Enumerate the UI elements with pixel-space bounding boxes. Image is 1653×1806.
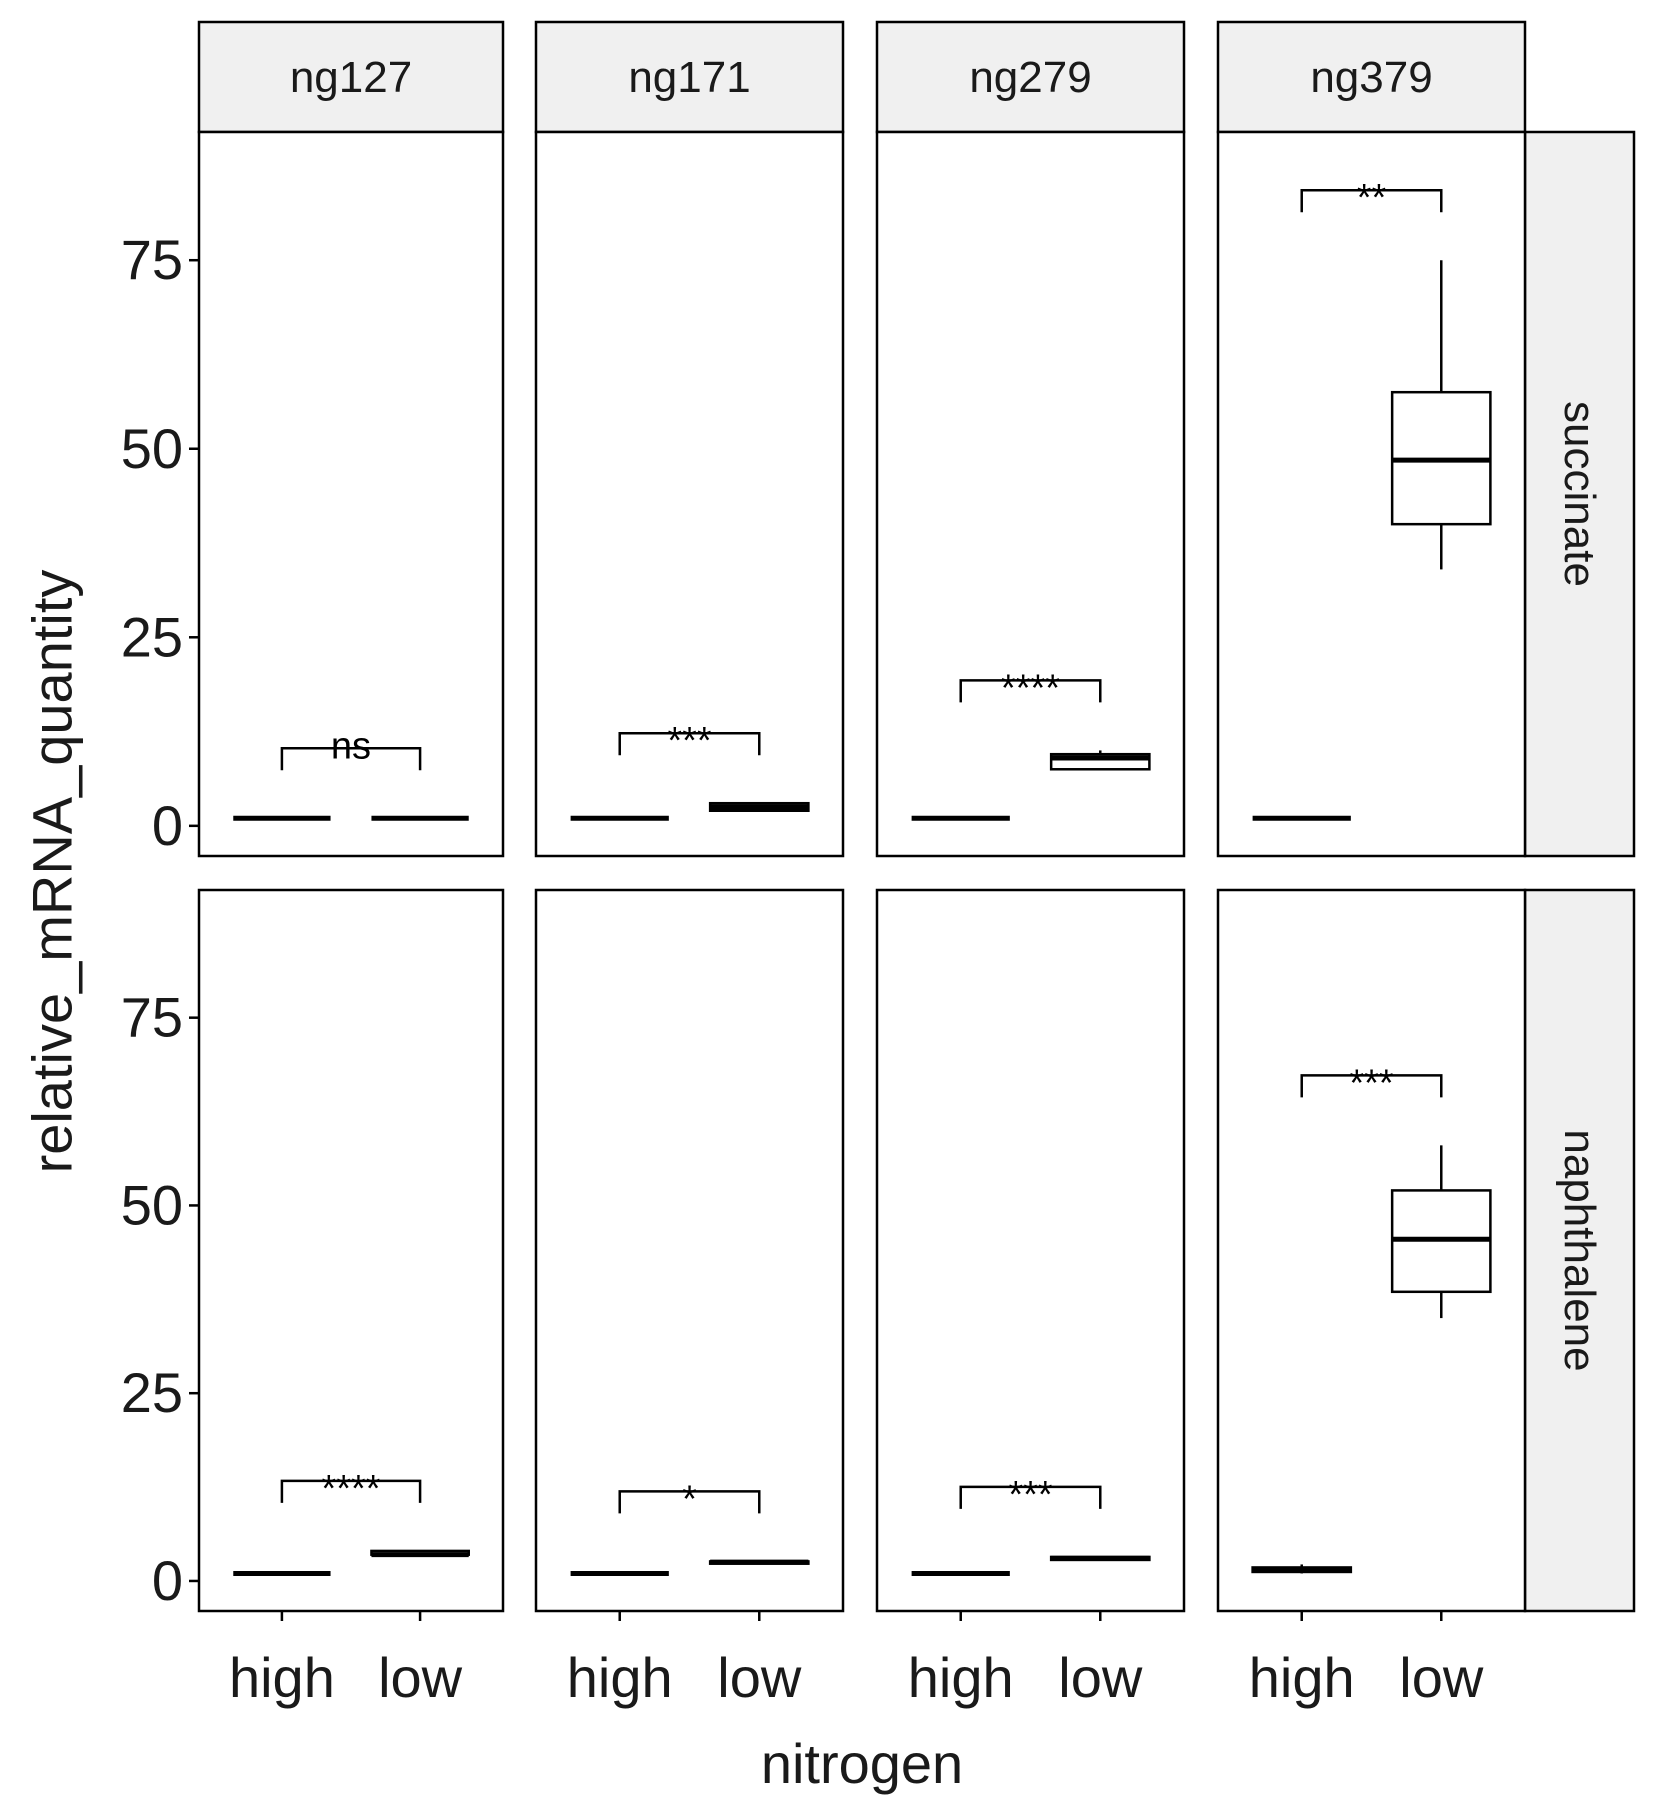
- y-tick-label: 0: [152, 1549, 183, 1612]
- significance-label: ***: [667, 720, 712, 762]
- significance-bracket: [1300, 1074, 1443, 1098]
- box-low: [1049, 1555, 1151, 1562]
- x-tick-label: high: [567, 1646, 673, 1709]
- panel-succinate-ng279: [875, 130, 1186, 858]
- x-tick-label: high: [229, 1646, 335, 1709]
- facet-strip-bg: [534, 20, 845, 134]
- y-tick-label: 25: [121, 605, 183, 668]
- panel-naphthalene-ng127: [197, 888, 505, 1613]
- facet-strip-ng379: ng379: [1216, 20, 1527, 134]
- facet-strip-bg: [197, 20, 505, 134]
- facet-strip-ng171: ng171: [534, 20, 845, 134]
- significance-bracket: [618, 1490, 761, 1514]
- y-tick-label: 75: [121, 228, 183, 291]
- facet-label-succinate: succinate: [1555, 401, 1604, 587]
- y-axis-title: relative_mRNA_quantity: [21, 570, 84, 1174]
- significance-bracket: [959, 1485, 1102, 1509]
- box-low: [370, 1549, 470, 1558]
- x-axis-ng279: high low: [908, 1611, 1143, 1709]
- box-low: [1390, 1145, 1492, 1319]
- significance-bracket: [959, 679, 1102, 703]
- facet-strip-ng127: ng127: [197, 20, 505, 134]
- panel-marks-naphthalene-ng379: ***: [1251, 1062, 1492, 1574]
- box-high: [1251, 1564, 1353, 1574]
- significance-bracket: [280, 1479, 422, 1503]
- facet-strip-bg: [1523, 130, 1636, 858]
- facet-strip-bg: [1216, 20, 1527, 134]
- y-tick-label: 50: [121, 417, 183, 480]
- x-tick-label: high: [908, 1646, 1014, 1709]
- significance-label: ****: [321, 1468, 380, 1510]
- y-axis-succinate: 0 25 50 75: [121, 228, 199, 857]
- significance-label: **: [1357, 177, 1387, 219]
- box-low: [708, 1559, 810, 1565]
- panel-marks-succinate-ng127: ns: [233, 725, 469, 821]
- x-tick-label: low: [378, 1646, 463, 1709]
- x-axis-ng127: high low: [229, 1611, 463, 1709]
- box-low: [708, 801, 810, 812]
- x-axis-ng379: high low: [1249, 1611, 1484, 1709]
- x-axis-ng171: high low: [567, 1611, 802, 1709]
- x-tick-label: low: [717, 1646, 802, 1709]
- panel-naphthalene-ng279: [875, 888, 1186, 1613]
- y-tick-label: 50: [121, 1173, 183, 1236]
- x-tick-label: low: [1058, 1646, 1143, 1709]
- facet-label-ng279: ng279: [969, 53, 1091, 102]
- x-axis-title: nitrogen: [761, 1732, 963, 1795]
- significance-bracket: [618, 731, 761, 756]
- facet-label-ng127: ng127: [290, 53, 412, 102]
- panel-marks-succinate-ng379: **: [1252, 177, 1492, 821]
- facet-strip-bg: [1523, 888, 1636, 1613]
- significance-bracket: [1300, 188, 1443, 213]
- panel-marks-succinate-ng171: ***: [570, 720, 810, 821]
- facet-strip-ng279: ng279: [875, 20, 1186, 134]
- box-low: [1049, 750, 1151, 771]
- facet-strip-succinate: succinate: [1523, 130, 1636, 858]
- significance-label: ***: [1008, 1474, 1053, 1516]
- significance-label: *: [682, 1478, 697, 1520]
- x-tick-label: low: [1399, 1646, 1484, 1709]
- significance-label: ***: [1349, 1062, 1394, 1104]
- significance-bracket: [280, 747, 422, 771]
- panel-succinate-ng127: [197, 130, 505, 858]
- panel-marks-succinate-ng279: ****: [911, 667, 1151, 821]
- y-tick-label: 75: [121, 986, 183, 1049]
- significance-label: ns: [331, 725, 371, 767]
- facet-strip-bg: [875, 20, 1186, 134]
- y-axis-naphthalene: 0 25 50 75: [121, 986, 199, 1612]
- facet-label-naphthalene: naphthalene: [1555, 1129, 1604, 1371]
- y-tick-label: 0: [152, 794, 183, 857]
- significance-label: ****: [1001, 667, 1060, 709]
- panel-marks-naphthalene-ng171: *: [570, 1478, 810, 1576]
- x-tick-label: high: [1249, 1646, 1355, 1709]
- y-tick-label: 25: [121, 1361, 183, 1424]
- panel-marks-naphthalene-ng279: ***: [911, 1474, 1151, 1576]
- box-low: [1390, 260, 1492, 570]
- panel-marks-naphthalene-ng127: ****: [233, 1468, 470, 1576]
- facet-strip-naphthalene: naphthalene: [1523, 888, 1636, 1613]
- facet-label-ng379: ng379: [1310, 53, 1432, 102]
- facet-label-ng171: ng171: [628, 53, 750, 102]
- panel-succinate-ng171: [534, 130, 845, 858]
